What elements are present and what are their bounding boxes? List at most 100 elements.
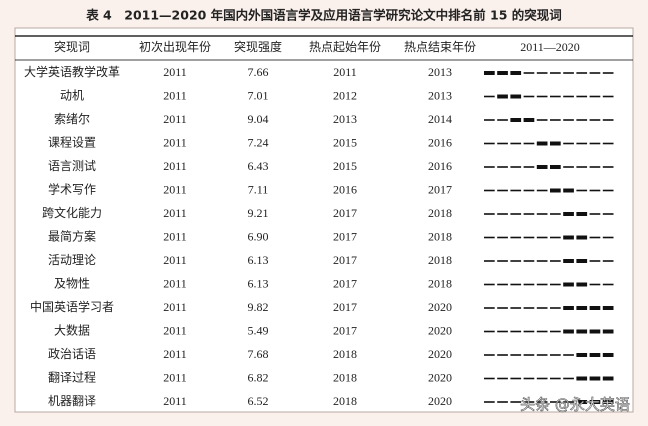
timeline-segment [550,330,561,333]
cell: 2015 [333,135,357,149]
timeline-segment [497,213,508,215]
column-header: 突现强度 [234,39,282,54]
timeline-segment [602,236,614,239]
burst-segment [563,212,574,216]
cell: 2020 [428,394,452,408]
cell: 2011 [163,323,187,337]
timeline-segment [589,166,601,168]
timeline-segment [576,166,588,168]
cell: 9.21 [248,206,269,220]
timeline-segment [550,236,561,239]
timeline-segment [510,354,522,356]
timeline-segment [497,283,508,286]
cell: 2018 [428,253,452,267]
column-header: 初次出现年份 [139,40,211,54]
timeline-segment [523,401,535,403]
timeline-segment [563,354,574,356]
cell: 2020 [428,300,452,314]
cell: 2018 [333,370,357,384]
cell: 2017 [333,253,357,267]
burst-segment [510,118,522,122]
cell: 2011 [163,159,187,173]
timeline-segment [576,95,588,98]
timeline-segment [510,401,522,403]
cell: 6.82 [248,370,269,384]
timeline-segment [536,95,548,98]
cell: 9.82 [248,300,269,314]
timeline-segment [510,213,522,215]
timeline-segment [536,189,548,192]
timeline-segment [523,142,535,145]
column-header: 2011—2020 [520,40,580,54]
timeline-segment [484,354,495,356]
cell: 2018 [428,229,452,243]
cell: 6.13 [248,253,269,267]
timeline-segment [589,119,601,121]
cell: 及物性 [54,276,90,290]
cell: 2017 [333,323,357,337]
timeline-segment [523,189,535,192]
timeline-segment [563,401,574,403]
burst-segment [510,94,522,99]
cell: 2016 [333,182,357,196]
cell: 2017 [333,276,357,290]
timeline-segment [510,260,522,262]
timeline-segment [497,142,508,145]
timeline-segment [484,189,495,192]
timeline-segment [497,307,508,309]
cell: 7.68 [248,347,269,361]
timeline-segment [484,213,495,215]
burst-segment [589,376,601,381]
burst-segment [563,306,574,310]
burst-segment [523,118,535,122]
cell: 2018 [428,206,452,220]
burst-segment [576,329,588,334]
timeline-segment [563,377,574,380]
timeline-segment [602,189,614,192]
timeline-segment [536,119,548,121]
cell: 7.66 [248,65,269,79]
cell: 大数据 [54,322,90,337]
burst-segment [602,376,614,381]
timeline-segment [523,354,535,356]
timeline-segment [484,142,495,145]
burst-segment [550,165,561,169]
cell: 2011 [163,229,187,243]
timeline-segment [484,260,495,262]
cell: 9.04 [248,112,269,126]
cell: 2013 [333,112,357,126]
cell: 6.52 [248,394,269,408]
burst-segment [602,400,614,404]
burst-segment [589,353,601,357]
cell: 2011 [163,300,187,314]
timeline-segment [536,377,548,380]
timeline-segment [602,142,614,145]
cell: 2018 [333,394,357,408]
cell: 2013 [428,88,452,102]
timeline-segment [523,236,535,239]
burst-segment [484,71,495,75]
cell: 跨文化能力 [42,205,102,220]
cell: 7.11 [248,182,269,196]
burst-segment [536,141,548,146]
timeline-segment [536,401,548,403]
timeline-segment [602,213,614,215]
timeline-segment [576,189,588,192]
timeline-segment [536,72,548,74]
timeline-segment [602,283,614,286]
timeline-segment [550,283,561,286]
timeline-segment [497,401,508,403]
timeline-segment [550,72,561,74]
cell: 2016 [428,159,452,173]
cell: 2017 [428,182,452,196]
burst-segment [510,71,522,75]
timeline-segment [550,307,561,309]
burst-segment [563,259,574,263]
burst-segment [576,306,588,310]
timeline-segment [602,166,614,168]
cell: 2020 [428,347,452,361]
cell: 7.01 [248,88,269,102]
timeline-segment [484,307,495,309]
timeline-segment [550,95,561,98]
column-header: 热点结束年份 [404,40,476,54]
